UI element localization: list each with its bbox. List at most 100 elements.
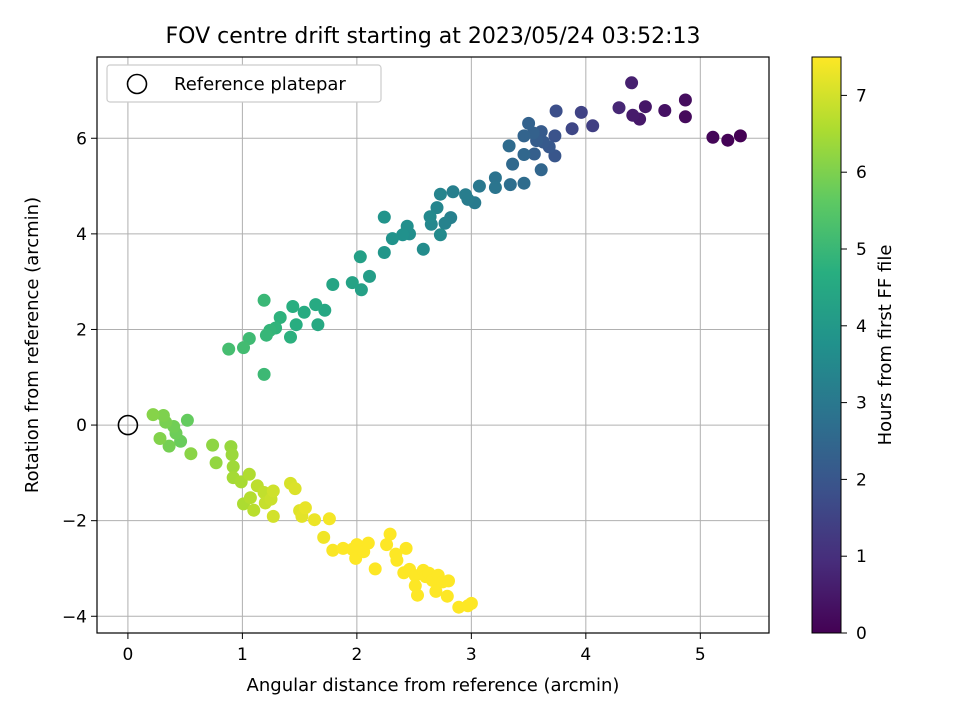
data-point: [446, 185, 460, 199]
reference-marker: [117, 414, 139, 436]
data-point: [308, 513, 321, 527]
data-point: [156, 409, 170, 422]
data-point: [423, 210, 437, 224]
data-point: [146, 408, 160, 422]
data-point: [385, 232, 399, 246]
data-point: [345, 276, 359, 290]
colorbar: [811, 56, 842, 634]
colorbar-label: Hours from first FF file: [875, 245, 896, 446]
data-point: [322, 512, 336, 526]
data-point: [237, 341, 250, 355]
data-points: [146, 76, 747, 614]
colorbar-tick-label: 6: [856, 163, 867, 183]
y-tick-label: −4: [62, 607, 87, 627]
data-point: [429, 584, 443, 598]
data-point: [548, 129, 562, 143]
data-point: [527, 147, 541, 161]
data-point: [488, 171, 502, 185]
data-point: [377, 246, 391, 259]
data-point: [411, 588, 424, 602]
colorbar-tick-label: 4: [856, 317, 867, 337]
data-point: [180, 413, 194, 427]
x-tick-label: 2: [351, 645, 362, 665]
colorbar-tick-label: 3: [856, 394, 867, 414]
data-point: [284, 330, 297, 344]
colorbar-tick-label: 7: [856, 86, 867, 106]
data-point: [638, 100, 652, 114]
data-point: [326, 278, 340, 291]
data-point: [721, 133, 735, 147]
data-point: [586, 119, 600, 133]
data-point: [257, 293, 271, 307]
data-point: [678, 93, 692, 107]
data-point: [517, 148, 531, 161]
data-point: [266, 509, 280, 523]
data-point: [317, 530, 331, 544]
data-point: [658, 104, 672, 117]
data-point: [289, 318, 303, 332]
data-point: [433, 187, 447, 201]
data-point: [488, 181, 502, 194]
data-point: [297, 305, 311, 319]
y-axis-ticks: −4 −2 0 2 4 6: [62, 129, 97, 627]
x-tick-label: 4: [580, 645, 591, 665]
data-point: [259, 328, 273, 342]
x-tick-label: 5: [695, 645, 706, 665]
data-point: [242, 467, 256, 481]
data-point: [612, 101, 626, 115]
data-point: [626, 108, 640, 122]
data-point: [363, 269, 376, 283]
y-axis-label: Rotation from reference (arcmin): [22, 197, 43, 493]
data-point: [506, 157, 520, 171]
x-axis-label: Angular distance from reference (arcmin): [247, 675, 620, 696]
data-point: [678, 110, 692, 124]
y-tick-label: 6: [76, 129, 87, 149]
data-point: [225, 448, 239, 462]
plot-frame: [96, 56, 770, 634]
data-point: [361, 536, 375, 550]
data-point: [502, 139, 516, 153]
x-tick-label: 0: [122, 645, 133, 665]
colorbar-tick-label: 1: [856, 547, 867, 567]
data-point: [309, 298, 323, 312]
chart-title: FOV centre drift starting at 2023/05/24 …: [166, 24, 701, 49]
data-point: [399, 541, 413, 555]
data-point: [288, 482, 302, 496]
data-point: [390, 553, 404, 567]
data-point: [574, 105, 588, 119]
data-point: [459, 188, 473, 202]
data-point: [440, 589, 454, 603]
legend-marker: [126, 73, 148, 95]
data-point: [162, 439, 176, 453]
y-tick-label: 4: [76, 225, 87, 245]
data-point: [206, 438, 220, 452]
colorbar-tick-label: 5: [856, 240, 867, 260]
colorbar-ticks: 0 1 2 3 4 5 6 7: [841, 86, 867, 644]
data-point: [396, 228, 410, 242]
data-point: [184, 447, 198, 461]
data-point: [565, 122, 579, 136]
data-point: [430, 201, 444, 215]
data-point: [153, 432, 167, 445]
y-tick-label: 0: [76, 416, 87, 436]
data-point: [247, 503, 261, 517]
data-point: [243, 491, 257, 505]
data-point: [472, 179, 486, 193]
data-point: [625, 76, 639, 90]
grid-lines: [97, 57, 769, 633]
data-point: [464, 596, 478, 610]
data-point: [286, 300, 300, 313]
data-point: [416, 242, 430, 256]
data-point: [433, 228, 447, 242]
data-point: [517, 176, 531, 190]
legend-box: [106, 64, 382, 103]
data-point: [222, 342, 236, 356]
colorbar-tick-label: 2: [856, 470, 867, 490]
data-point: [226, 460, 240, 474]
data-point: [706, 130, 720, 144]
data-point: [257, 367, 271, 381]
data-point: [353, 250, 367, 264]
y-tick-label: −2: [62, 512, 87, 532]
data-point: [522, 116, 536, 130]
data-point: [298, 501, 312, 515]
